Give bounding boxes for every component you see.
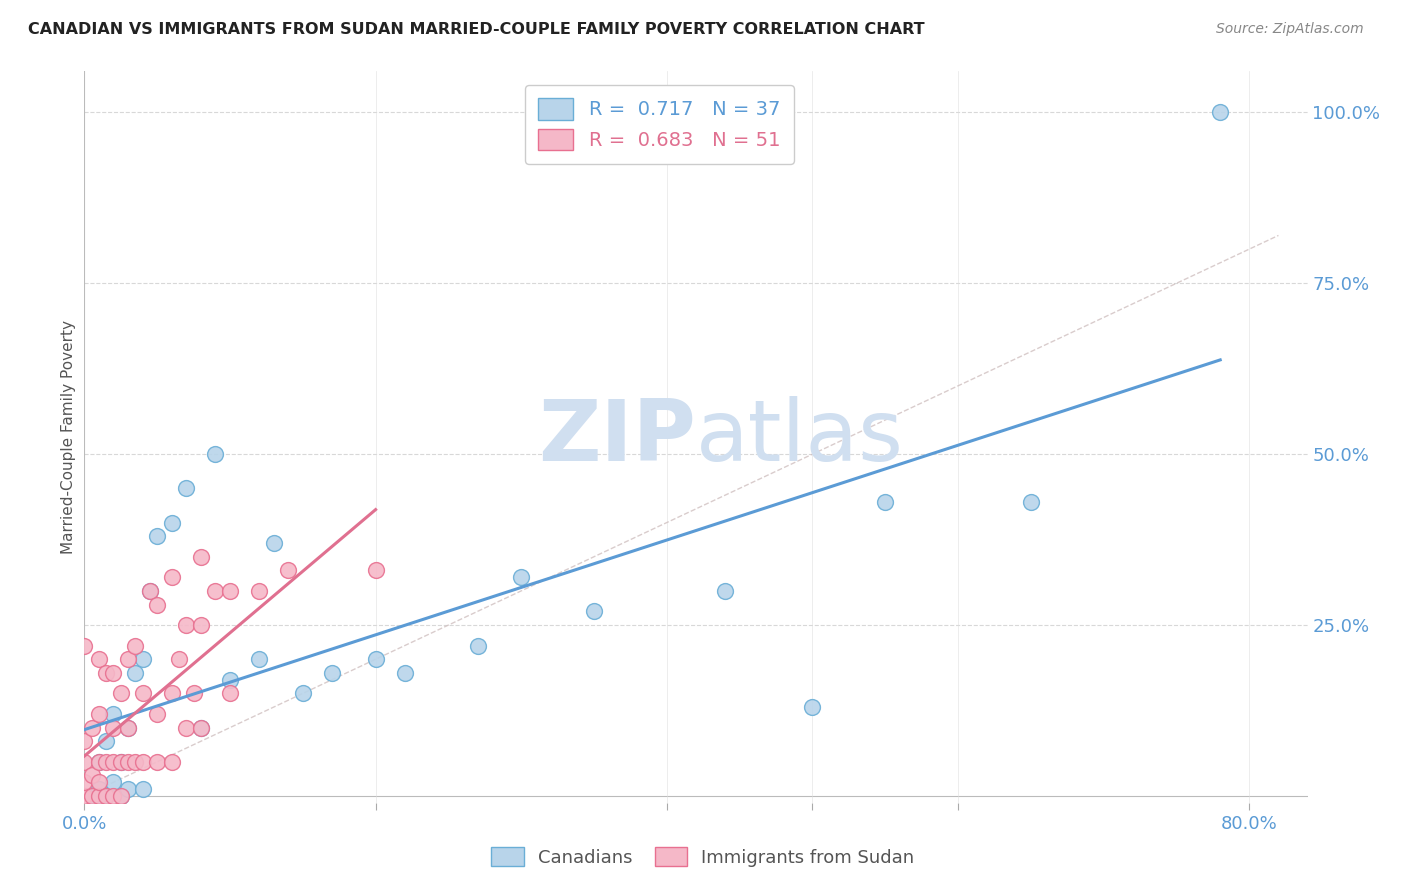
Point [73,775,96,789]
Point [219,583,242,598]
Legend: Canadians, Immigrants from Sudan: Canadians, Immigrants from Sudan [484,840,922,874]
Point [131,652,153,666]
Point [1209,105,1232,120]
Point [510,570,533,584]
Point [190,618,212,632]
Point [87,775,110,789]
Point [73,789,96,803]
Point [204,583,226,598]
Point [124,665,146,680]
Point [110,755,132,769]
Point [131,782,153,797]
Text: atlas: atlas [696,395,904,479]
Point [124,755,146,769]
Point [110,686,132,700]
Point [73,734,96,748]
Point [219,673,242,687]
Point [96,665,118,680]
Point [87,755,110,769]
Point [96,734,118,748]
Point [80,789,103,803]
Point [190,721,212,735]
Point [73,789,96,803]
Point [174,618,197,632]
Point [364,652,387,666]
Point [714,583,737,598]
Point [87,755,110,769]
Point [103,775,125,789]
Point [80,789,103,803]
Point [87,652,110,666]
Point [146,598,169,612]
Point [247,583,270,598]
Legend: R =  0.717   N = 37, R =  0.683   N = 51: R = 0.717 N = 37, R = 0.683 N = 51 [524,85,794,164]
Point [263,536,285,550]
Point [117,782,139,797]
Y-axis label: Married-Couple Family Poverty: Married-Couple Family Poverty [60,320,76,554]
Point [73,755,96,769]
Point [364,563,387,577]
Point [103,721,125,735]
Point [277,563,299,577]
Point [160,570,183,584]
Point [204,447,226,461]
Point [103,755,125,769]
Point [131,755,153,769]
Point [139,583,162,598]
Point [160,686,183,700]
Point [183,686,205,700]
Point [87,706,110,721]
Point [131,686,153,700]
Point [96,789,118,803]
Point [124,639,146,653]
Point [190,549,212,564]
Point [801,700,824,714]
Point [73,789,96,803]
Point [87,782,110,797]
Point [103,706,125,721]
Point [117,755,139,769]
Point [96,789,118,803]
Point [291,686,314,700]
Point [174,481,197,495]
Point [117,721,139,735]
Point [103,665,125,680]
Point [110,789,132,803]
Text: ZIP: ZIP [538,395,696,479]
Point [174,721,197,735]
Point [394,665,416,680]
Point [1019,495,1042,509]
Point [80,721,103,735]
Point [139,583,162,598]
Point [96,755,118,769]
Point [73,639,96,653]
Point [117,652,139,666]
Point [321,665,343,680]
Point [110,755,132,769]
Point [84,789,107,803]
Point [103,789,125,803]
Point [247,652,270,666]
Point [146,529,169,543]
Point [190,721,212,735]
Text: Source: ZipAtlas.com: Source: ZipAtlas.com [1216,22,1364,37]
Point [467,639,489,653]
Point [583,604,606,618]
Point [80,768,103,782]
Point [160,755,183,769]
Point [146,755,169,769]
Point [110,789,132,803]
Point [160,516,183,530]
Point [219,686,242,700]
Point [146,706,169,721]
Point [875,495,897,509]
Point [87,789,110,803]
Point [117,721,139,735]
Point [167,652,190,666]
Text: CANADIAN VS IMMIGRANTS FROM SUDAN MARRIED-COUPLE FAMILY POVERTY CORRELATION CHAR: CANADIAN VS IMMIGRANTS FROM SUDAN MARRIE… [28,22,925,37]
